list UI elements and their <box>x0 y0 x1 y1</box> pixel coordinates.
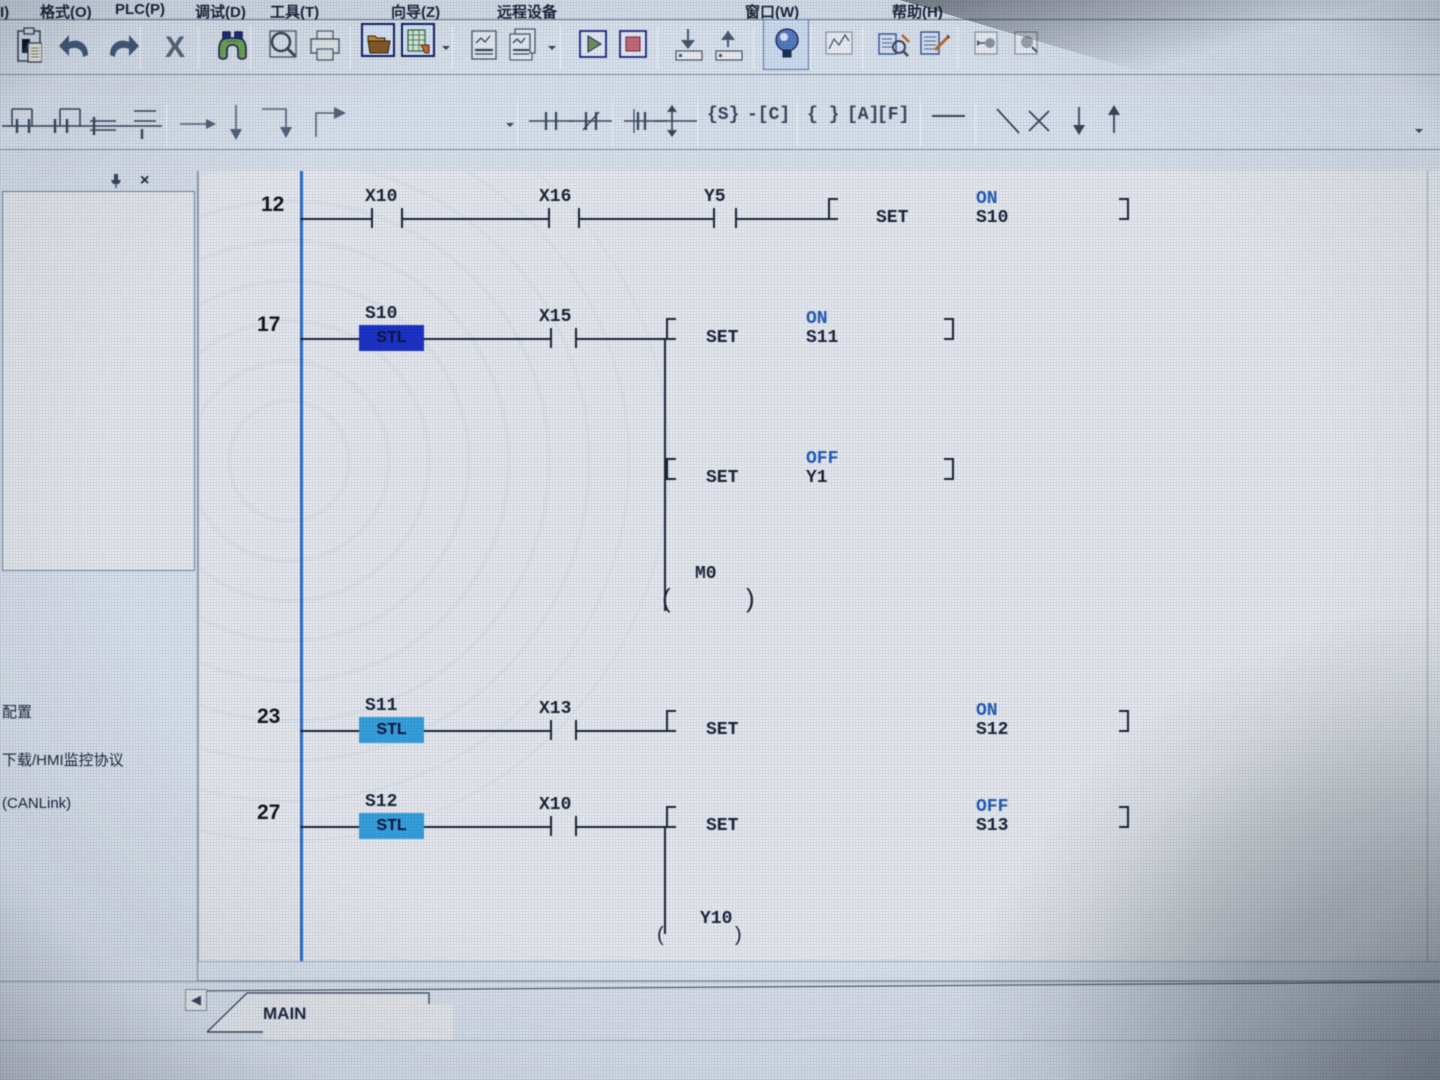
svg-text:X: X <box>165 31 185 64</box>
